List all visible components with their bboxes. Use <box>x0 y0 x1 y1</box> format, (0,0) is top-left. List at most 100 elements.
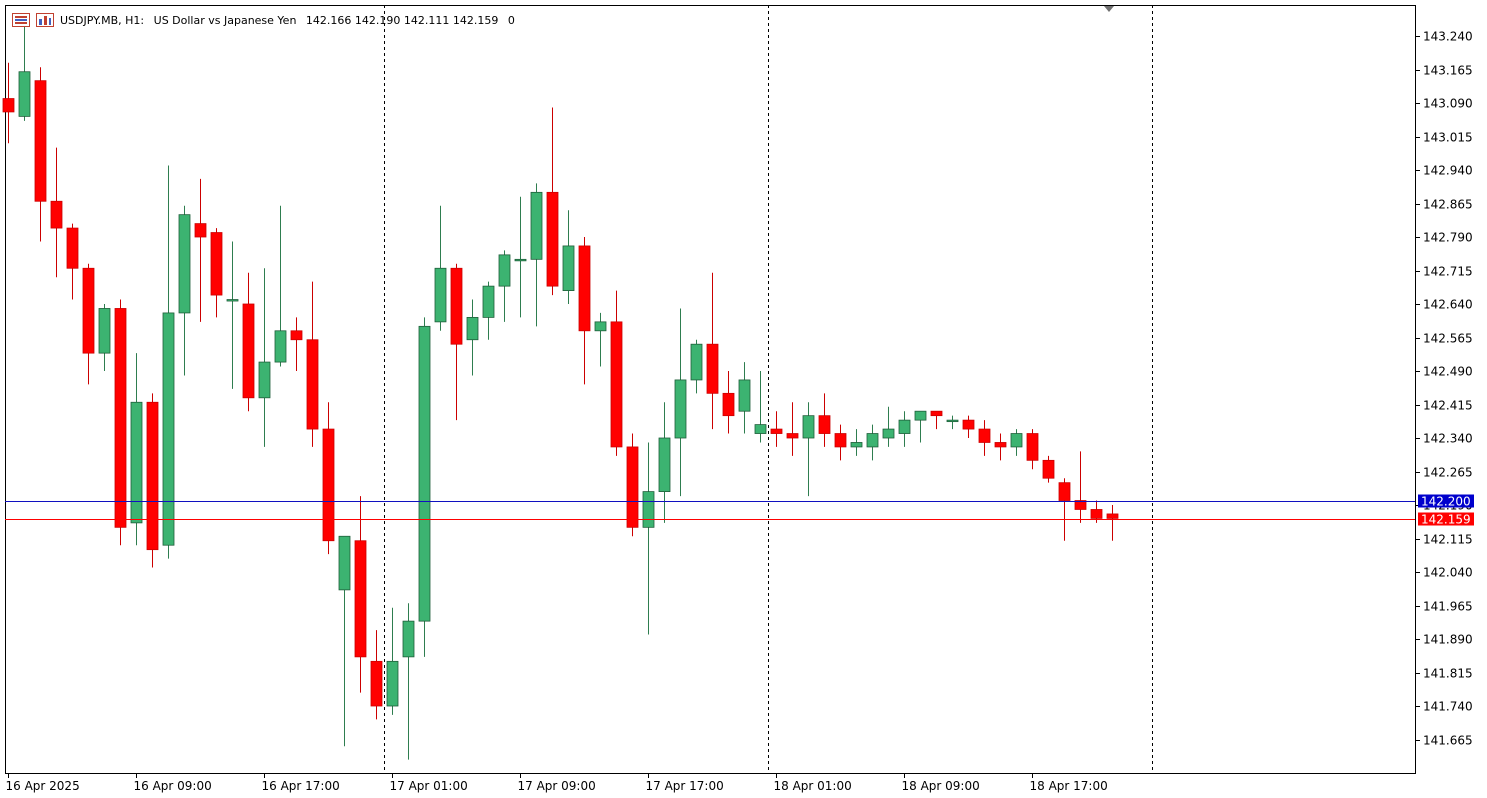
candle-body <box>434 267 447 323</box>
candle-body <box>402 620 415 658</box>
y-tick-label: 143.165 <box>1423 64 1473 78</box>
candle-body <box>338 535 351 591</box>
ask-price-label: 142.200 <box>1421 495 1471 509</box>
volume-readout: 0 <box>507 13 515 27</box>
candle-body <box>34 80 47 202</box>
candle-body <box>146 401 159 551</box>
y-tick-label: 142.865 <box>1423 198 1473 212</box>
candle-body <box>850 442 863 448</box>
candle-body <box>306 339 319 430</box>
y-tick-label: 142.040 <box>1423 566 1473 580</box>
candle-body <box>1010 433 1023 448</box>
candle-body <box>946 419 959 423</box>
y-tick-label: 142.640 <box>1423 298 1473 312</box>
candle-body <box>82 267 95 354</box>
x-tick-label: 18 Apr 01:00 <box>774 779 852 793</box>
candle-body <box>754 424 767 434</box>
y-tick-label: 141.815 <box>1423 667 1473 681</box>
chart-header-text: USDJPY.MB, H1: US Dollar vs Japanese Yen… <box>60 14 521 27</box>
ask-price-label-bg <box>1418 494 1474 508</box>
candle-body <box>658 437 671 492</box>
symbol-description: US Dollar vs Japanese Yen <box>153 13 297 27</box>
y-tick-label: 142.340 <box>1423 432 1473 446</box>
candle-body <box>626 446 639 528</box>
candle-body <box>18 71 31 117</box>
candle-body <box>322 428 335 542</box>
bid-price-label-bg <box>1418 512 1474 526</box>
candle-body <box>706 343 719 394</box>
y-tick-label: 142.940 <box>1423 164 1473 178</box>
scroll-marker[interactable] <box>1104 6 1114 12</box>
chart-header: USDJPY.MB, H1: US Dollar vs Japanese Yen… <box>12 12 521 28</box>
candle-body <box>1026 433 1039 461</box>
candle-body <box>1074 500 1087 510</box>
y-tick-label: 142.565 <box>1423 332 1473 346</box>
candle-body <box>674 379 687 439</box>
candle-body <box>274 330 287 363</box>
y-tick-label: 143.015 <box>1423 131 1473 145</box>
candle-body <box>546 191 559 287</box>
symbol-label: USDJPY.MB, H1: <box>60 13 145 27</box>
x-tick-label: 17 Apr 17:00 <box>646 779 724 793</box>
y-tick-label: 141.740 <box>1423 700 1473 714</box>
candle-body <box>898 419 911 434</box>
y-tick-label: 143.090 <box>1423 97 1473 111</box>
candle-body <box>66 227 79 269</box>
y-tick-label: 143.240 <box>1423 30 1473 44</box>
candle-body <box>994 442 1007 448</box>
candle-body <box>1090 509 1103 519</box>
y-tick-label: 142.115 <box>1423 533 1473 547</box>
candle-body <box>386 660 399 707</box>
candle-body <box>770 428 783 434</box>
y-tick-label: 141.665 <box>1423 734 1473 748</box>
y-tick-label: 142.790 <box>1423 231 1473 245</box>
x-tick-label: 18 Apr 09:00 <box>902 779 980 793</box>
candle-body <box>194 223 207 238</box>
candle-body <box>114 308 127 528</box>
x-tick-label: 16 Apr 17:00 <box>262 779 340 793</box>
candle-body <box>834 433 847 448</box>
candle-body <box>258 361 271 399</box>
candle-body <box>866 433 879 448</box>
candle-body <box>1058 482 1071 501</box>
candle-body <box>882 428 895 439</box>
candle-body <box>130 401 143 524</box>
candle-body <box>242 303 255 399</box>
candle-body <box>594 321 607 332</box>
candle-body <box>962 419 975 430</box>
candle-body <box>978 428 991 443</box>
x-tick-label: 17 Apr 01:00 <box>390 779 468 793</box>
candle-body <box>162 312 175 546</box>
candle-body <box>466 316 479 341</box>
candle-body <box>2 98 15 113</box>
candle-body <box>802 415 815 439</box>
x-tick-label: 17 Apr 09:00 <box>518 779 596 793</box>
candle-body <box>418 325 431 622</box>
candle-body <box>1106 513 1119 519</box>
y-tick-label: 142.715 <box>1423 265 1473 279</box>
candle-body <box>50 200 63 229</box>
candle-body <box>226 299 239 302</box>
y-tick-label: 142.490 <box>1423 365 1473 379</box>
candle-body <box>914 410 927 421</box>
indicator-list-icon[interactable] <box>36 13 54 27</box>
candle-body <box>818 415 831 434</box>
x-tick-label: 16 Apr 2025 <box>6 779 80 793</box>
x-tick-label: 16 Apr 09:00 <box>134 779 212 793</box>
candle-body <box>98 308 111 354</box>
candle-body <box>450 267 463 345</box>
candle-body <box>562 245 575 292</box>
candle-body <box>738 379 751 412</box>
candle-body <box>290 330 303 341</box>
bid-price-label: 142.159 <box>1421 513 1471 527</box>
candle-body <box>690 343 703 381</box>
y-tick-label: 141.965 <box>1423 600 1473 614</box>
candle-body <box>578 245 591 332</box>
candle-body <box>498 254 511 287</box>
ohlc-readout: 142.166 142.190 142.111 142.159 <box>305 13 499 27</box>
symbol-list-icon[interactable] <box>12 13 30 27</box>
y-tick-label: 141.890 <box>1423 633 1473 647</box>
candle-body <box>722 392 735 417</box>
